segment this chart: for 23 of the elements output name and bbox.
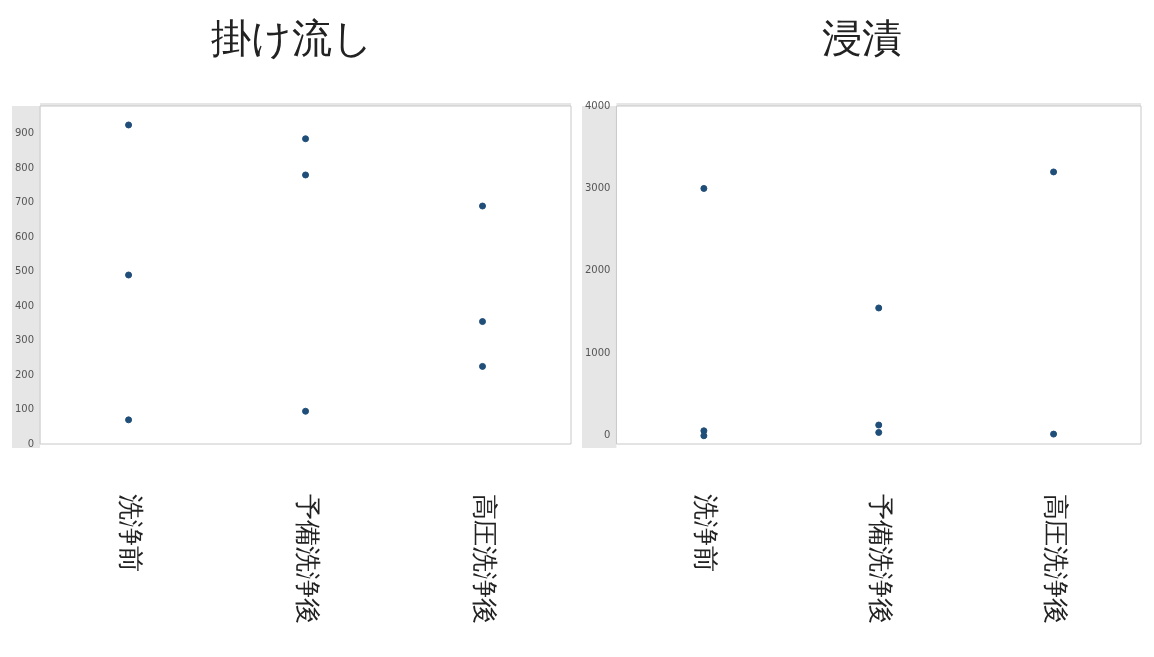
y-tick-label: 300 (14, 334, 35, 346)
y-tick-label: 500 (14, 265, 35, 277)
y-tick-label: 900 (14, 127, 35, 139)
chart-title: 浸漬 (822, 15, 902, 62)
y-tick-label: 3000 (585, 182, 611, 194)
x-tick-label: 洗浄前 (691, 494, 722, 572)
y-tick-label: 0 (604, 429, 611, 441)
y-tick-label: 200 (14, 368, 35, 380)
x-tick-label: 高圧洗浄後 (469, 494, 500, 624)
chart-title: 掛け流し (211, 15, 373, 62)
x-tick-label: 予備洗浄後 (292, 494, 323, 624)
y-tick-label: 700 (14, 196, 35, 208)
y-tick-label: 100 (14, 403, 35, 415)
y-tick-label: 600 (14, 230, 35, 242)
y-tick-label: 0 (27, 437, 35, 449)
x-tick-label: 予備洗浄後 (865, 494, 896, 624)
y-tick-label: 1000 (585, 346, 611, 358)
y-tick-label: 2000 (585, 264, 611, 276)
y-tick-label: 4000 (585, 99, 611, 111)
x-tick-label: 洗浄前 (115, 494, 146, 572)
x-tick-label: 高圧洗浄後 (1040, 494, 1071, 624)
y-tick-label: 800 (14, 161, 35, 173)
y-tick-label: 400 (14, 299, 35, 311)
